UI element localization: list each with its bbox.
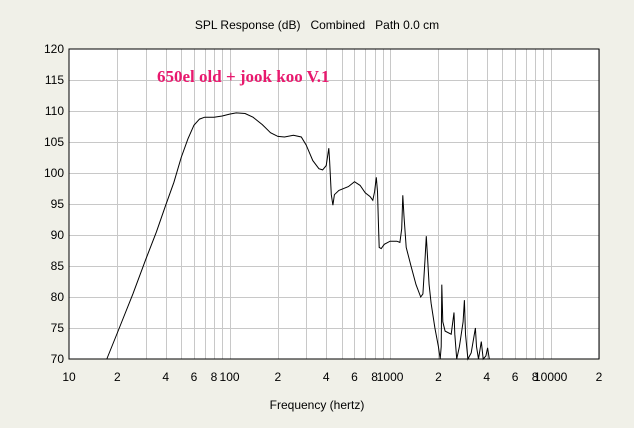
plot-border — [68, 48, 600, 360]
y-tick-label: 75 — [51, 321, 65, 335]
x-tick-label: 2 — [114, 370, 121, 384]
x-tick-label: 4 — [162, 370, 169, 384]
y-tick-label: 105 — [44, 135, 64, 149]
x-tick-label: 2 — [596, 370, 603, 384]
y-tick-label: 100 — [44, 166, 64, 180]
x-tick-label: 6 — [351, 370, 358, 384]
x-tick-label: 2 — [435, 370, 442, 384]
y-tick-label: 115 — [45, 73, 64, 87]
x-tick-label: 8 — [371, 370, 378, 384]
x-tick-label: 8 — [211, 370, 218, 384]
x-tick-label: 10 — [62, 370, 76, 384]
y-tick-label: 85 — [51, 259, 65, 273]
y-axis-ticks: 70 75 80 85 90 95 100 105 110 115 120 — [44, 42, 64, 366]
x-tick-label: 2 — [275, 370, 282, 384]
spl-response-line — [106, 112, 490, 361]
y-tick-label: 120 — [44, 42, 64, 56]
y-tick-label: 80 — [51, 290, 65, 304]
x-tick-label: 10000 — [534, 370, 568, 384]
x-tick-label: 6 — [512, 370, 519, 384]
y-tick-label: 110 — [45, 104, 64, 118]
chart-title: SPL Response (dB) Combined Path 0.0 cm — [195, 18, 439, 32]
x-tick-label: 1000 — [377, 370, 404, 384]
chart-annotation: 650el old + jook koo V.1 — [157, 67, 329, 86]
x-tick-label: 4 — [323, 370, 330, 384]
y-tick-label: 95 — [51, 197, 65, 211]
x-axis-label: Frequency (hertz) — [270, 398, 365, 412]
x-tick-label: 4 — [483, 370, 490, 384]
x-tick-label: 6 — [191, 370, 198, 384]
grid-lines — [69, 49, 600, 359]
x-tick-label: 8 — [532, 370, 539, 384]
x-tick-label: 100 — [220, 370, 240, 384]
y-tick-label: 90 — [51, 228, 65, 242]
y-tick-label: 70 — [51, 352, 65, 366]
